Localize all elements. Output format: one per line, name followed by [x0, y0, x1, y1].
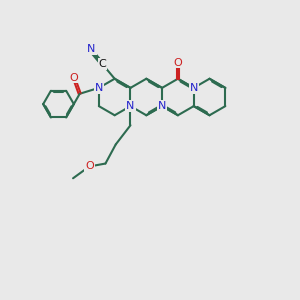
Text: O: O — [70, 73, 78, 82]
Text: N: N — [87, 44, 96, 54]
Text: O: O — [173, 58, 182, 68]
Text: N: N — [126, 101, 135, 111]
Text: N: N — [190, 83, 198, 93]
Text: N: N — [95, 83, 103, 93]
Text: O: O — [85, 161, 94, 172]
Text: C: C — [98, 59, 106, 69]
Text: N: N — [158, 101, 166, 111]
